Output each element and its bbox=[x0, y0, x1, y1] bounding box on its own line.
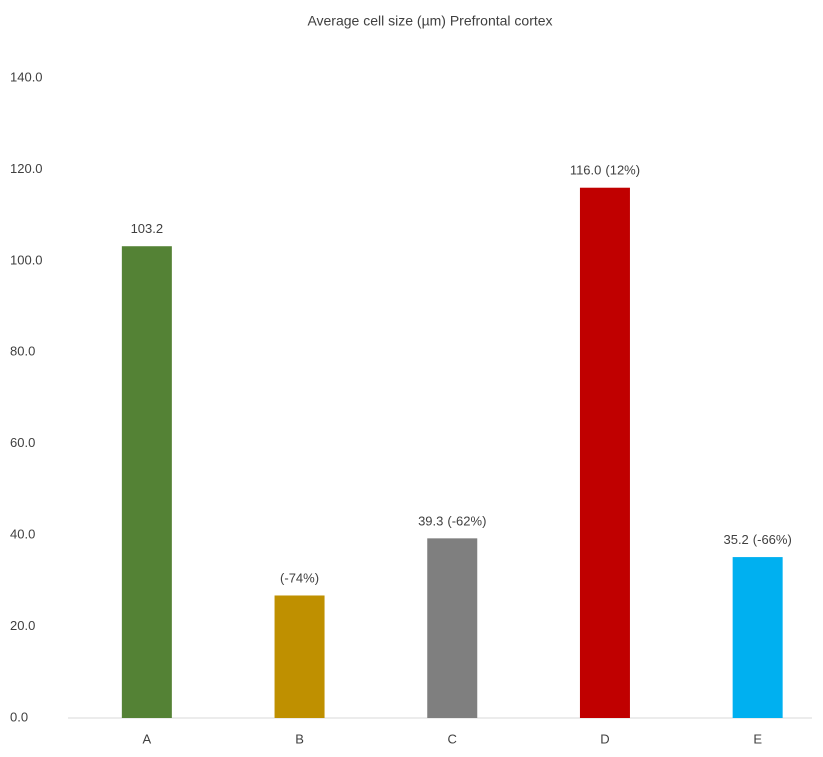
data-label-part: 35.2 bbox=[723, 533, 748, 548]
y-tick-label: 60.0 bbox=[10, 435, 35, 450]
x-tick-label: B bbox=[295, 731, 304, 746]
data-label: (-74%) bbox=[280, 571, 319, 586]
bar bbox=[274, 595, 325, 718]
y-tick-label: 100.0 bbox=[10, 252, 43, 267]
data-label-part: 103.2 bbox=[131, 222, 164, 237]
y-tick-label: 80.0 bbox=[10, 344, 35, 359]
data-label-part: (-62%) bbox=[447, 514, 486, 529]
data-label-part: (12%) bbox=[605, 163, 640, 178]
data-label: 116.0 (12%) bbox=[570, 163, 640, 178]
data-label-part: 116.0 bbox=[570, 163, 602, 178]
x-tick-label: D bbox=[600, 731, 609, 746]
data-label-part: 39.3 bbox=[418, 514, 443, 529]
y-tick-label: 120.0 bbox=[10, 161, 43, 176]
data-label: 39.3 (-62%) bbox=[418, 514, 486, 529]
y-tick-label: 40.0 bbox=[10, 527, 35, 542]
x-tick-label: A bbox=[143, 731, 152, 746]
y-tick-label: 0.0 bbox=[10, 709, 28, 724]
chart-title: Average cell size (µm) Prefrontal cortex bbox=[307, 13, 552, 29]
bar bbox=[427, 538, 478, 718]
data-label: 103.2 bbox=[131, 222, 164, 237]
x-tick-label: E bbox=[753, 731, 762, 746]
bar bbox=[732, 557, 783, 718]
x-tick-label: C bbox=[448, 731, 457, 746]
data-label-part: (-66%) bbox=[753, 533, 792, 548]
data-label: 35.2 (-66%) bbox=[723, 533, 791, 548]
bar bbox=[579, 187, 630, 718]
data-label-part: (-74%) bbox=[280, 571, 319, 586]
y-tick-label: 140.0 bbox=[10, 69, 43, 84]
y-tick-label: 20.0 bbox=[10, 618, 35, 633]
bar bbox=[121, 246, 172, 718]
